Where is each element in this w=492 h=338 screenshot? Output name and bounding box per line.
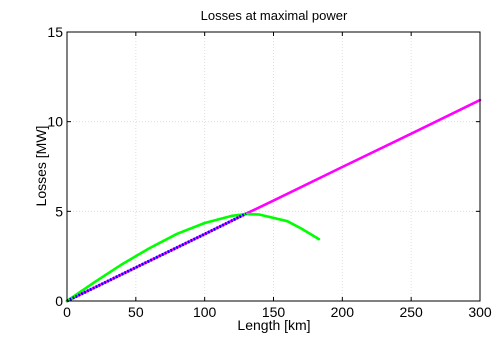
series-layer (65, 98, 482, 303)
series-line-1 (65, 98, 482, 303)
y-tick-label: 0 (55, 293, 63, 309)
tick-marks (66, 31, 481, 302)
x-tick-label: 200 (331, 304, 355, 320)
x-tick-label: 150 (262, 304, 286, 320)
series-line-3 (66, 212, 247, 303)
y-tick-labels: 0 5 10 15 (47, 24, 63, 309)
y-tick-label: 15 (47, 24, 63, 40)
series-line-2 (65, 212, 321, 303)
y-axis-label: Losses [MW] (33, 126, 49, 207)
x-tick-label: 300 (468, 304, 492, 320)
y-tick-label: 5 (55, 203, 63, 219)
x-tick-label: 50 (128, 304, 144, 320)
x-tick-label: 100 (193, 304, 217, 320)
x-tick-labels: 0 50 100 150 200 250 300 (63, 304, 492, 320)
chart-title: Losses at maximal power (201, 8, 348, 23)
x-tick-label: 0 (63, 304, 71, 320)
y-tick-label: 10 (47, 114, 63, 130)
x-axis-label: Length [km] (237, 317, 310, 333)
x-tick-label: 250 (399, 304, 423, 320)
